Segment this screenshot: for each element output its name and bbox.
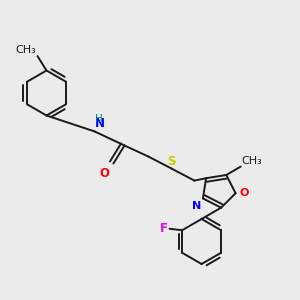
Text: F: F xyxy=(160,222,168,235)
Text: O: O xyxy=(100,167,110,180)
Text: N: N xyxy=(95,117,105,130)
Text: H: H xyxy=(95,114,103,124)
Text: O: O xyxy=(239,188,249,198)
Text: CH₃: CH₃ xyxy=(242,156,262,166)
Text: N: N xyxy=(192,201,201,212)
Text: CH₃: CH₃ xyxy=(15,45,36,55)
Text: S: S xyxy=(167,155,176,168)
